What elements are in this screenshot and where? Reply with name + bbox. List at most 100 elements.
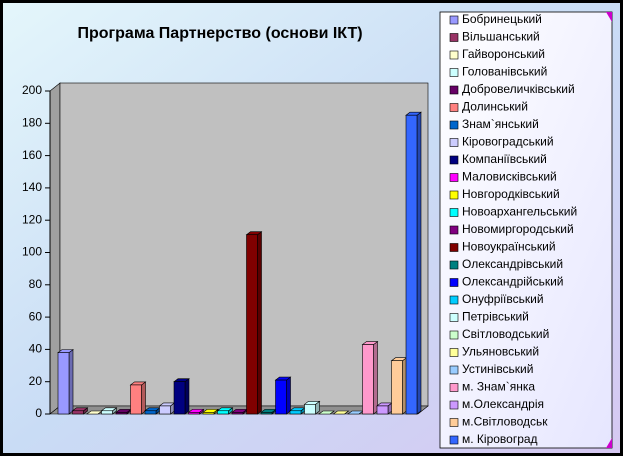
legend-label: Компаніївський	[462, 152, 547, 166]
legend-swatch	[449, 173, 459, 182]
legend-label: Кіровоградський	[462, 135, 554, 149]
bar	[100, 407, 118, 415]
bar	[187, 408, 205, 415]
legend-label: Устинівський	[462, 362, 533, 376]
bar-face	[373, 340, 378, 415]
legend-label: Новоукраїнський	[462, 240, 556, 254]
y-tick-label: 200	[22, 83, 42, 97]
bar-face	[246, 234, 258, 415]
bar-face	[231, 412, 244, 415]
legend-swatch	[449, 208, 459, 217]
bar-face	[286, 376, 291, 415]
legend-label: м. Кіровоград	[462, 432, 538, 446]
legend-label: Маловисківський	[462, 170, 557, 184]
legend-swatch	[449, 33, 459, 42]
legend-swatch	[449, 50, 459, 60]
legend-swatch	[449, 155, 459, 165]
corner-mark	[606, 438, 612, 448]
bar-face	[159, 405, 171, 415]
bar-face	[260, 412, 273, 415]
legend-label: Голованівський	[462, 65, 547, 79]
bar	[390, 357, 408, 415]
legend-label: Олександрійський	[462, 275, 564, 289]
legend-label: Петрівський	[462, 310, 529, 324]
bar-face	[188, 412, 200, 415]
legend-label: Новомиргородський	[462, 222, 574, 236]
bar-face	[416, 111, 422, 415]
bar-face	[72, 410, 84, 415]
y-tick-label: 60	[29, 309, 43, 323]
bar-face	[173, 381, 186, 415]
legend-swatch	[449, 225, 459, 235]
bar	[318, 410, 335, 415]
legend-label: м. Знам`янка	[462, 380, 535, 394]
bar-face	[217, 410, 229, 415]
legend	[439, 11, 613, 449]
bar-face	[130, 384, 142, 415]
bar	[303, 400, 321, 415]
bar	[57, 349, 74, 415]
legend-label: Знам`янський	[462, 117, 539, 131]
legend-label: Вільшанський	[462, 30, 540, 44]
bar-face	[57, 352, 70, 415]
legend-swatch	[449, 400, 459, 410]
corner-mark	[606, 12, 612, 22]
legend-label: Новоархангельський	[462, 205, 577, 219]
y-tick-label: 20	[29, 374, 43, 388]
legend-label: Добровеличківський	[462, 82, 575, 96]
legend-label: м.Світловодськ	[462, 415, 548, 429]
bar-face	[101, 410, 113, 415]
y-tick-label: 180	[22, 115, 42, 129]
bar-face	[275, 379, 287, 415]
bar	[332, 410, 350, 415]
bar	[289, 407, 306, 415]
bar-face	[257, 231, 262, 415]
bar	[71, 407, 89, 415]
bar	[405, 111, 422, 415]
y-tick-label: 0	[35, 406, 42, 420]
legend-swatch	[449, 68, 459, 77]
bar	[158, 402, 176, 415]
bar	[274, 376, 292, 415]
legend-label: Онуфріївський	[462, 292, 544, 306]
bar	[129, 381, 147, 415]
bar-face	[141, 381, 146, 415]
legend-swatch	[449, 120, 459, 130]
y-tick-label: 120	[22, 212, 42, 226]
legend-swatch	[449, 295, 459, 305]
legend-swatch	[449, 435, 459, 445]
legend-swatch	[449, 85, 459, 95]
bar-face	[304, 404, 316, 415]
bar	[245, 231, 263, 415]
legend-label: Світловодський	[462, 327, 549, 341]
legend-swatch	[449, 15, 459, 25]
bar-face	[362, 344, 374, 415]
legend-label: Долинський	[462, 100, 528, 114]
bar-face	[115, 412, 128, 415]
legend-swatch	[449, 348, 459, 357]
y-tick-label: 100	[22, 245, 42, 259]
bar-face	[202, 412, 215, 415]
legend-label: Ульяновський	[462, 345, 539, 359]
chart-title: Програма Партнерство (основи ІКТ)	[77, 25, 362, 42]
bar	[202, 408, 219, 415]
bar-face	[184, 378, 190, 415]
legend-swatch	[449, 260, 459, 270]
legend-swatch	[449, 330, 459, 340]
legend-swatch	[449, 278, 459, 287]
legend-label: Новгородківський	[462, 187, 560, 201]
legend-swatch	[449, 138, 459, 147]
legend-label: Бобринецький	[462, 12, 542, 26]
bar-face	[144, 410, 157, 415]
bar-face	[289, 410, 302, 415]
legend-swatch	[449, 418, 459, 427]
bar-face	[391, 360, 403, 415]
legend-label: м.Олександрія	[462, 397, 544, 411]
bar-face	[405, 114, 418, 415]
y-tick-label: 160	[22, 148, 42, 162]
bar-face	[318, 410, 335, 415]
legend-swatch	[449, 365, 459, 375]
legend-swatch	[449, 313, 459, 322]
legend-swatch	[449, 243, 459, 252]
